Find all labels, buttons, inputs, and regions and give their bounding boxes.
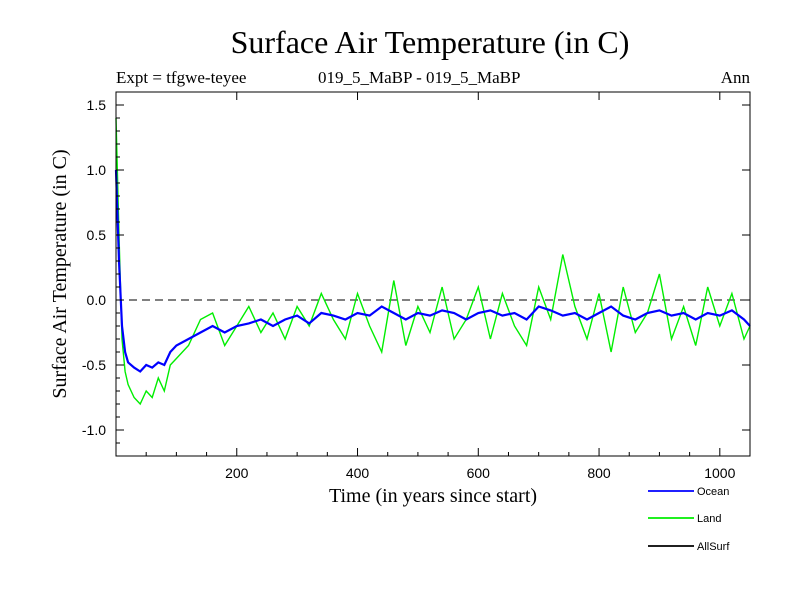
series-line-ocean xyxy=(114,169,751,373)
y-tick-label: 1.0 xyxy=(87,162,107,178)
x-tick-label: 1000 xyxy=(704,465,735,481)
legend-label-ocean: Ocean xyxy=(697,486,729,498)
x-axis-ticks: 200 400 600 800 1000 xyxy=(145,92,736,481)
plot-frame xyxy=(115,91,751,457)
y-tick-label: 0.5 xyxy=(87,227,107,243)
y-tick-label: -1.0 xyxy=(82,422,106,438)
legend: Ocean Land AllSurf xyxy=(648,486,730,553)
y-axis-label: Surface Air Temperature (in C) xyxy=(49,149,71,398)
x-tick-label: 600 xyxy=(467,465,491,481)
y-axis-ticks: -1.0 -0.5 0.0 0.5 1.0 1.5 xyxy=(82,97,750,444)
legend-label-allsurf: AllSurf xyxy=(697,541,730,553)
x-tick-label: 400 xyxy=(346,465,370,481)
series-line-land xyxy=(115,117,751,406)
y-tick-label: 0.0 xyxy=(87,292,107,308)
y-tick-label: -0.5 xyxy=(82,357,106,373)
experiment-label: Expt = tfgwe-teyee xyxy=(116,68,247,87)
season-label: Ann xyxy=(720,68,750,87)
series-layer xyxy=(114,117,751,406)
chart-title: Surface Air Temperature (in C) xyxy=(230,24,630,60)
y-tick-label: 1.5 xyxy=(87,97,107,113)
x-tick-label: 800 xyxy=(587,465,611,481)
period-label: 019_5_MaBP - 019_5_MaBP xyxy=(318,68,521,87)
x-tick-label: 200 xyxy=(225,465,249,481)
x-axis-label: Time (in years since start) xyxy=(329,485,537,507)
legend-label-land: Land xyxy=(697,513,721,525)
